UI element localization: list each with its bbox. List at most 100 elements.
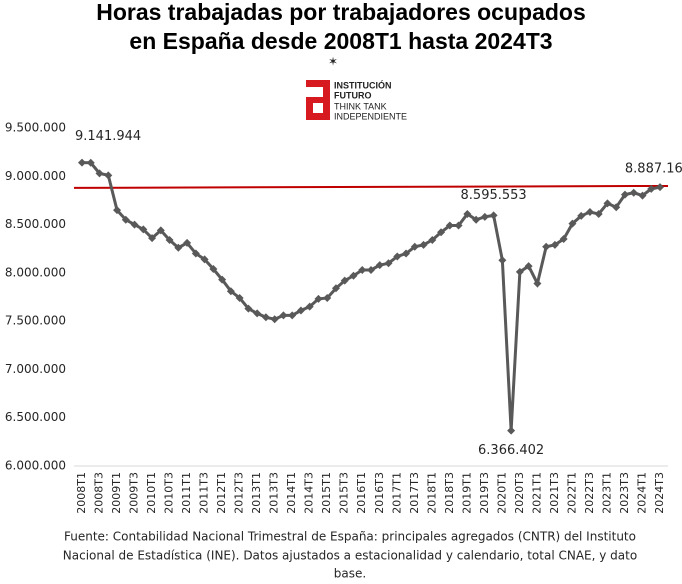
x-tick-label: 2020T3 [513,472,526,514]
x-tick-label: 2017T1 [390,472,403,514]
x-tick-label: 2023T3 [618,472,631,514]
logo-text: INSTITUCIÓN [334,79,392,90]
point [472,215,481,224]
y-tick-label: 7.000.000 [5,362,66,376]
point [86,158,95,167]
point [209,264,218,273]
logo-text: FUTURO [334,90,372,100]
point [445,221,454,230]
point [612,203,621,212]
x-tick-label: 2015T3 [338,472,351,514]
title-mark: ✶ [328,55,338,69]
x-tick-label: 2008T1 [75,472,88,514]
point [314,294,323,303]
point [550,240,559,249]
value-label: 9.141.944 [75,129,141,144]
point [454,221,463,230]
point [375,261,384,270]
point [542,242,551,251]
point [183,238,192,247]
point [148,234,157,243]
point [419,240,428,249]
point [340,276,349,285]
x-tick-label: 2022T3 [583,472,596,514]
x-tick-label: 2017T3 [408,472,421,514]
point [165,236,174,245]
point [402,249,411,258]
source: Nacional de Estadística (INE). Datos aju… [63,549,637,563]
point [629,188,638,197]
value-label: 8.595.553 [461,188,527,203]
point [568,219,577,228]
source: Fuente: Contabilidad Nacional Trimestral… [64,530,636,544]
point [480,212,489,221]
x-tick-label: 2021T1 [530,472,543,514]
point [524,262,533,271]
y-tick-label: 8.500.000 [5,217,66,231]
chart-title: Horas trabajadas por trabajadores ocupad… [96,0,586,25]
y-tick-label: 9.500.000 [5,121,66,135]
y-tick-label: 9.000.000 [5,169,66,183]
point [270,315,279,324]
x-tick-label: 2009T3 [128,472,141,514]
logo-text: INDEPENDIENTE [334,111,407,121]
point [656,183,664,192]
point [349,271,358,280]
point [296,306,305,315]
reference-line [73,184,669,189]
x-tick-label: 2011T1 [180,472,193,514]
point [244,304,253,313]
point [559,235,568,244]
x-tick-label: 2012T1 [215,472,228,514]
logo-icon [306,80,330,120]
x-tick-label: 2010T3 [163,472,176,514]
point [174,243,183,252]
point [113,206,122,215]
point [200,255,209,264]
point [410,242,419,251]
x-tick-label: 2019T3 [478,472,491,514]
point [226,287,235,296]
point [331,284,340,293]
y-tick-label: 6.000.000 [5,459,66,473]
point [104,171,113,180]
x-tick-label: 2008T3 [93,472,106,514]
point [191,249,200,258]
point [489,211,498,220]
point [463,209,472,218]
point [437,228,446,237]
x-tick-label: 2016T1 [355,472,368,514]
point [603,199,612,208]
source: base. [334,567,366,581]
point [130,220,139,229]
point [393,252,402,261]
y-tick-label: 8.000.000 [5,265,66,279]
value-label: 8.887.163 [625,162,682,177]
point [384,259,393,268]
x-tick-label: 2014T3 [303,472,316,514]
point [594,209,603,218]
x-tick-label: 2009T1 [110,472,123,514]
point [121,215,130,224]
point [533,279,542,288]
point [358,265,367,274]
point [323,293,332,302]
y-tick-label: 7.500.000 [5,314,66,328]
point [288,311,297,320]
point [428,236,437,245]
x-tick-label: 2013T3 [268,472,281,514]
point [647,184,656,193]
x-tick-label: 2014T1 [285,472,298,514]
point [305,302,314,311]
point [515,267,524,276]
x-tick-label: 2022T1 [565,472,578,514]
point [95,169,104,178]
x-tick-label: 2018T1 [425,472,438,514]
x-tick-label: 2015T1 [320,472,333,514]
series-line [81,161,661,431]
x-tick-label: 2018T3 [443,472,456,514]
x-tick-label: 2010T1 [145,472,158,514]
point [279,311,288,320]
logo-text: THINK TANK [334,101,387,111]
x-tick-label: 2020T1 [495,472,508,514]
